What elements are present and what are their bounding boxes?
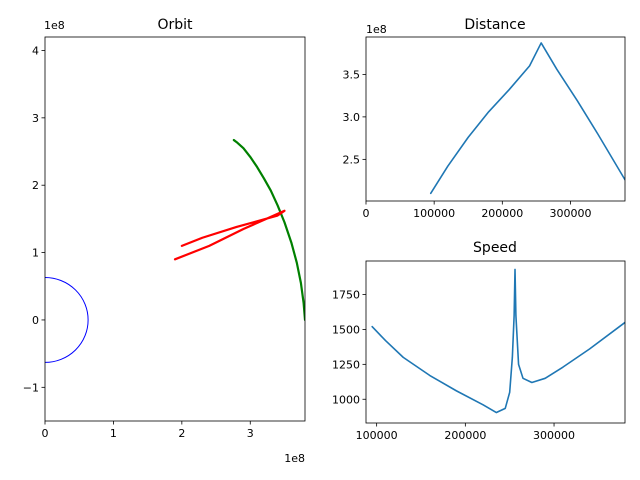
orbit-y-tick-label: 0: [32, 314, 39, 327]
speed-plot-area: 100000 200000 300000 1000 1250 1500 1750: [332, 260, 626, 442]
speed-x-tick-label: 100000: [356, 429, 398, 442]
speed-data-layer: [371, 268, 625, 414]
distance-plot-area: 0 100000 200000 300000 2.5 3.0 3.5: [343, 36, 626, 220]
orbit-y-tick-label: 2: [32, 179, 39, 192]
distance-series-line-0: [429, 42, 625, 195]
distance-y-tick-label: 3.0: [343, 111, 361, 124]
orbit-plot-area: 0 1 2 3 −1 0 1 2 3 4: [23, 36, 306, 440]
distance-title: Distance: [464, 17, 525, 33]
speed-x-tick-label: 200000: [444, 429, 486, 442]
orbit-y-offset-label: 1e8: [44, 19, 65, 32]
distance-x-tick-label: 0: [363, 207, 370, 220]
speed-y-tick-label: 1500: [332, 323, 360, 336]
orbit-x-tick-label: 2: [178, 427, 185, 440]
distance-x-tick-label: 100000: [413, 207, 455, 220]
distance-y-tick-label: 3.5: [343, 68, 361, 81]
speed-x-tick-label: 300000: [533, 429, 575, 442]
orbit-series-line-1: [173, 209, 286, 261]
speed-series-line-0: [371, 268, 625, 414]
distance-axes-frame: [365, 36, 626, 202]
orbit-x-tick-label: 3: [247, 427, 254, 440]
orbit-y-tick-label: 4: [32, 44, 39, 57]
orbit-title: Orbit: [157, 17, 193, 33]
orbit-x-offset-label: 1e8: [284, 452, 305, 465]
orbit-y-tick-label: −1: [23, 381, 39, 394]
orbit-axes-frame: [44, 36, 306, 422]
orbit-y-tick-label: 1: [32, 247, 39, 260]
orbit-series-line-0: [232, 138, 305, 322]
distance-x-tick-label: 200000: [481, 207, 523, 220]
speed-y-tick-label: 1250: [332, 358, 360, 371]
distance-y-offset-label: 1e8: [366, 23, 387, 36]
speed-title: Speed: [473, 240, 517, 256]
orbit-x-tick-label: 0: [42, 427, 49, 440]
distance-data-layer: [429, 42, 625, 195]
orbit-x-tick-label: 1: [110, 427, 117, 440]
speed-axes-frame: [365, 260, 626, 424]
distance-y-tick-label: 2.5: [343, 153, 361, 166]
distance-panel: Distance 1e8 0 100000 200000 300000 2.5 3.0 3.…: [343, 17, 626, 220]
distance-x-tick-label: 300000: [549, 207, 591, 220]
speed-y-tick-label: 1750: [332, 289, 360, 302]
speed-panel: Speed 100000 200000 300000 1000 1250 1500 1750: [332, 240, 626, 442]
orbit-panel: Orbit 1e8 1e8 0 1 2 3 −1 0 1 2 3 4: [23, 17, 306, 465]
orbit-y-tick-label: 3: [32, 112, 39, 125]
orbit-data-layer: [45, 138, 305, 363]
speed-y-tick-label: 1000: [332, 393, 360, 406]
orbit-circle: [45, 277, 89, 363]
